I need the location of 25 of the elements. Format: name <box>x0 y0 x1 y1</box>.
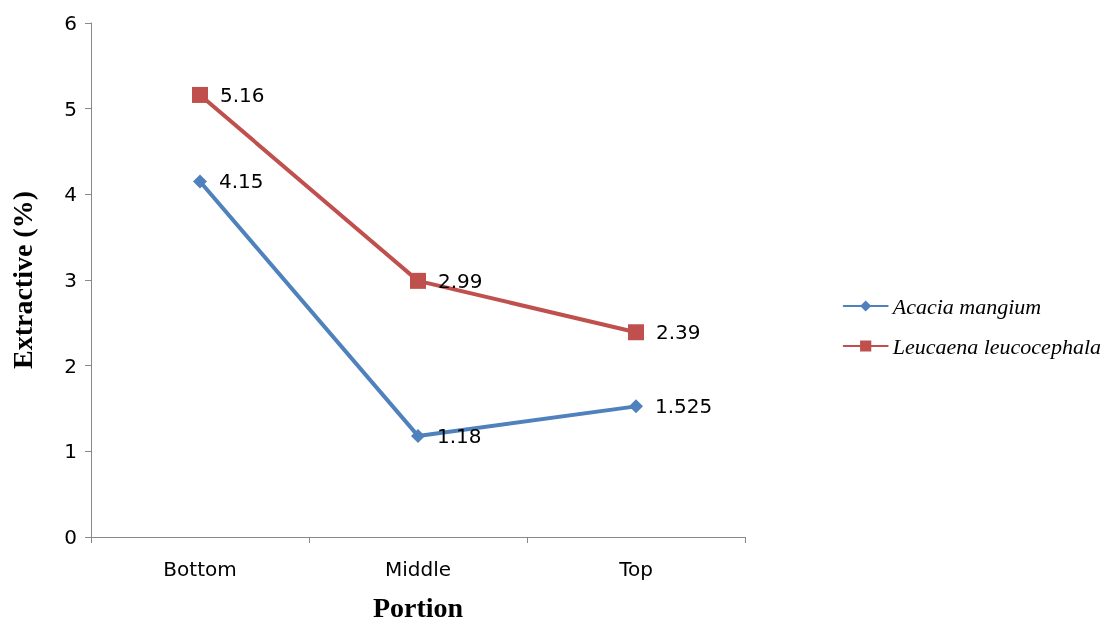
data-label: 2.39 <box>656 320 701 345</box>
legend-label: Acacia mangium <box>890 293 1042 319</box>
data-label: 5.16 <box>220 82 265 107</box>
point <box>628 324 644 341</box>
x-tick-label: Bottom <box>163 557 237 581</box>
y-tick-label: 4 <box>64 182 77 207</box>
y-tick-label: 0 <box>64 525 77 549</box>
y-tick-label: 2 <box>64 353 77 378</box>
x-tick-label: Middle <box>384 557 452 581</box>
y-tick-label: 1 <box>64 439 77 464</box>
x-axis-title: Portion <box>372 591 464 623</box>
data-label: 1.525 <box>655 394 713 419</box>
y-tick-label: 6 <box>64 11 77 35</box>
data-label: 2.99 <box>438 268 483 293</box>
point <box>410 272 426 289</box>
x-tick-label: Top <box>618 557 653 581</box>
y-tick-label: 5 <box>64 96 77 121</box>
legend-label: Leucaena leucocephala <box>891 333 1101 359</box>
y-tick-label: 3 <box>64 268 77 292</box>
point <box>629 399 643 414</box>
data-label: 4.15 <box>219 169 264 194</box>
point <box>411 428 425 443</box>
point <box>192 86 208 103</box>
point <box>193 174 207 189</box>
y-axis-title: Extractive (%) <box>6 190 38 370</box>
